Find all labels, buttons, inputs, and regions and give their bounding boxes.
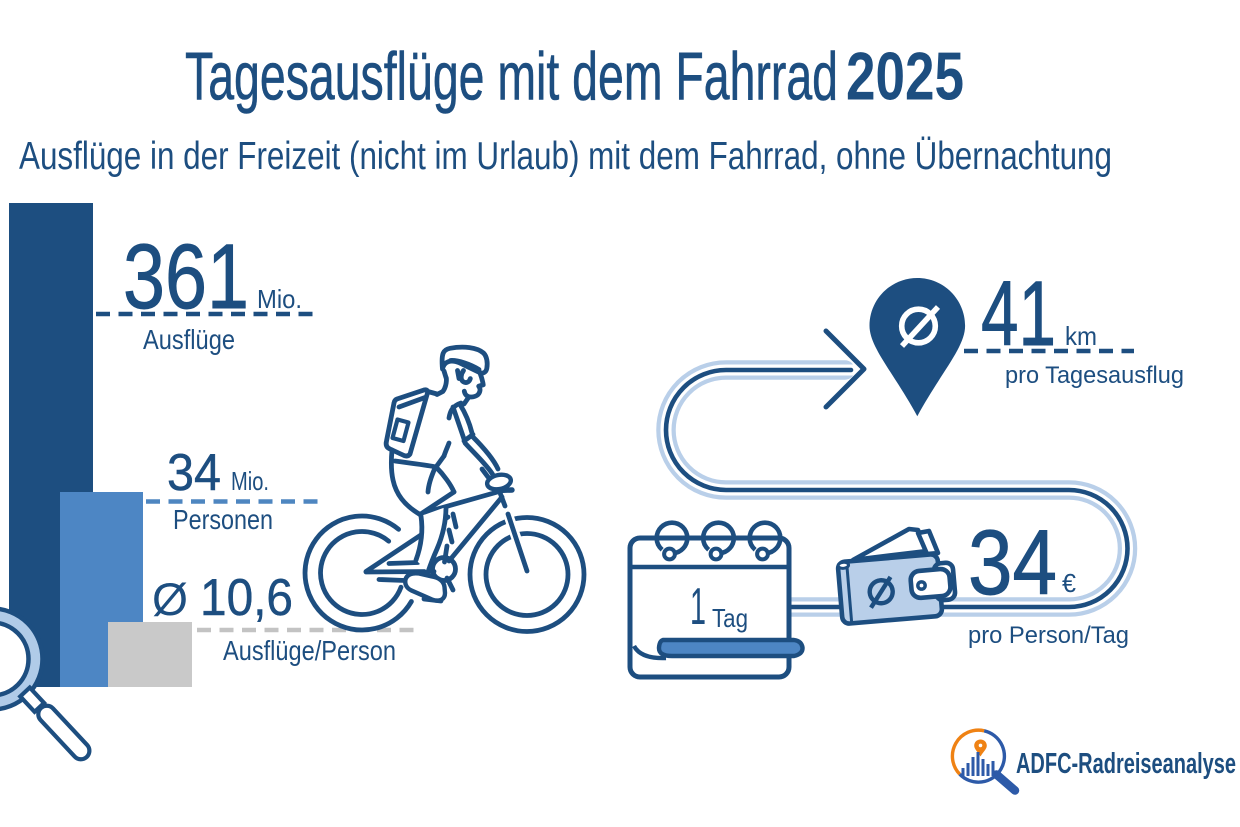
svg-text:Ø: Ø: [152, 574, 188, 625]
svg-text:10,6: 10,6: [200, 569, 293, 627]
svg-text:34: 34: [968, 512, 1057, 614]
svg-text:34: 34: [167, 444, 221, 502]
svg-text:Mio.: Mio.: [231, 466, 269, 496]
svg-text:pro Person/Tag: pro Person/Tag: [968, 622, 1129, 649]
svg-text:Ausflüge/Person: Ausflüge/Person: [223, 635, 396, 666]
svg-text:1: 1: [690, 578, 706, 636]
svg-text:41: 41: [981, 263, 1056, 365]
svg-text:2025: 2025: [846, 39, 964, 115]
svg-text:Ausflüge in der Freizeit (nich: Ausflüge in der Freizeit (nicht im Urlau…: [19, 135, 1112, 178]
svg-text:Personen: Personen: [173, 504, 273, 535]
svg-text:Tag: Tag: [712, 603, 748, 633]
svg-text:pro Tagesausflug: pro Tagesausflug: [1005, 362, 1184, 389]
svg-text:€: €: [1062, 568, 1077, 598]
svg-text:Mio.: Mio.: [257, 284, 302, 314]
svg-text:Ausflüge: Ausflüge: [143, 324, 235, 355]
svg-text:361: 361: [123, 226, 249, 328]
svg-text:Tagesausflüge mit dem Fahrrad: Tagesausflüge mit dem Fahrrad: [185, 39, 838, 115]
svg-text:ADFC-Radreiseanalyse: ADFC-Radreiseanalyse: [1016, 748, 1236, 780]
svg-text:km: km: [1065, 321, 1097, 351]
